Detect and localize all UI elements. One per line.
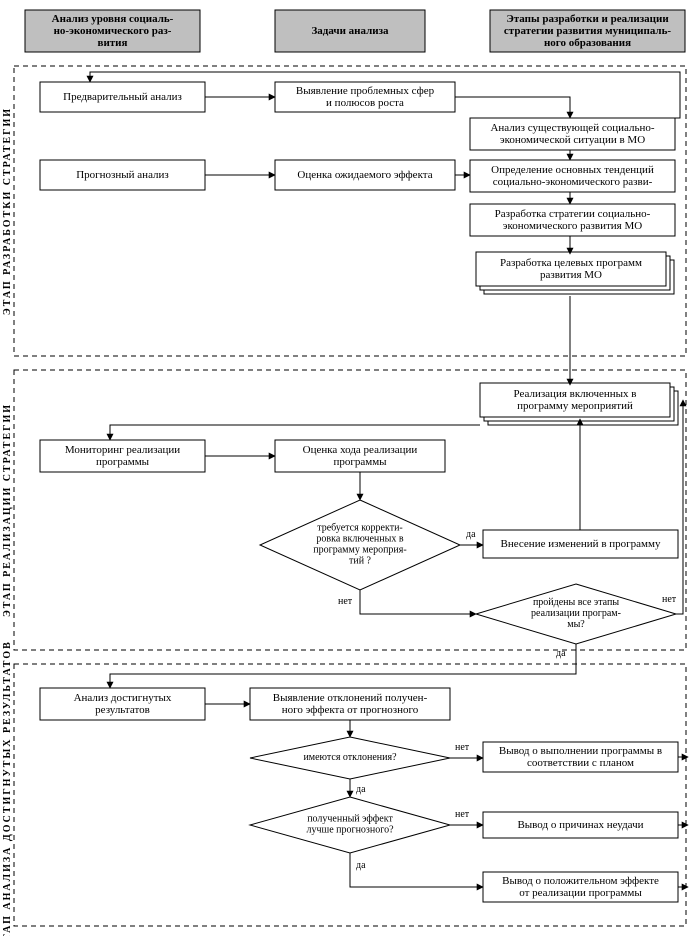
flow-node-n3: Анализ существующей социально-экономичес… xyxy=(470,118,675,150)
edge-label: да xyxy=(356,860,366,871)
node-text: Прогнозный анализ xyxy=(76,169,169,181)
flow-node-n2: Выявление проблемных сфери полюсов роста xyxy=(275,82,455,112)
flow-edge-e20: да xyxy=(350,779,366,797)
flow-edge-e9 xyxy=(110,425,480,440)
node-text: Вывод о положительном эффектеот реализац… xyxy=(502,875,659,899)
flow-edge-e14: нет xyxy=(338,590,476,614)
flow-edge-e12: да xyxy=(460,529,483,545)
edge-label: нет xyxy=(455,742,470,753)
flow-node-n15: Вывод о выполнении программы всоответств… xyxy=(483,742,678,772)
flow-node-n14: Выявление отклонений получен-ного эффект… xyxy=(250,688,450,720)
column-header: Задачи анализа xyxy=(275,10,425,52)
edge-label: нет xyxy=(662,594,677,605)
column-header: Этапы разработки и реализациистратегии р… xyxy=(490,10,685,52)
flow-node-n5: Оценка ожидаемого эффекта xyxy=(275,160,455,190)
flow-edge-e19: нет xyxy=(450,742,483,758)
flow-node-n1: Предварительный анализ xyxy=(40,82,205,112)
phase-label: ЭТАП АНАЛИЗА ДОСТИГНУТЫХ РЕЗУЛЬТАТОВ xyxy=(2,640,13,936)
flow-edge-e22: да xyxy=(350,853,483,887)
node-text: Выявление отклонений получен-ного эффект… xyxy=(273,692,428,716)
flow-node-d4: полученный эффектлучше прогнозного? xyxy=(250,797,450,853)
flow-edge-e2 xyxy=(455,97,570,118)
flow-node-n17: Вывод о положительном эффектеот реализац… xyxy=(483,872,678,902)
flow-node-n12: Внесение изменений в программу xyxy=(483,530,678,558)
edge-label: нет xyxy=(455,809,470,820)
flow-node-n8: Разработка целевых программразвития МО xyxy=(476,252,674,294)
node-text: Оценка ожидаемого эффекта xyxy=(297,169,432,181)
flow-node-n6: Определение основных тенденцийсоциально-… xyxy=(470,160,675,192)
node-text: Анализ существующей социально-экономичес… xyxy=(490,122,654,146)
decision-text: полученный эффектлучше прогнозного? xyxy=(306,814,394,836)
column-header: Анализ уровня социаль-но-экономического … xyxy=(25,10,200,52)
node-text: Внесение изменений в программу xyxy=(501,538,661,550)
flow-node-n13: Анализ достигнутыхрезультатов xyxy=(40,688,205,720)
decision-text: имеются отклонения? xyxy=(303,752,397,763)
node-text: Определение основных тенденцийсоциально-… xyxy=(491,164,654,188)
flow-node-d1: требуется корректи-ровка включенных впро… xyxy=(260,500,460,590)
node-text: Разработка стратегии социально-экономиче… xyxy=(495,208,651,232)
phase-label: ЭТАП РЕАЛИЗАЦИИ СТРАТЕГИИ xyxy=(2,403,13,617)
edge-label: нет xyxy=(338,596,353,607)
flow-node-n16: Вывод о причинах неудачи xyxy=(483,812,678,838)
flow-node-n9: Реализация включенных впрограмму меропри… xyxy=(480,383,678,425)
flow-node-n4: Прогнозный анализ xyxy=(40,160,205,190)
flow-edge-e21: нет xyxy=(450,809,483,825)
edge-label: да xyxy=(556,648,566,659)
flow-node-d3: имеются отклонения? xyxy=(250,737,450,779)
flow-node-n11: Оценка хода реализациипрограммы xyxy=(275,440,445,472)
edge-label: да xyxy=(466,529,476,540)
node-text: Вывод о причинах неудачи xyxy=(517,819,643,831)
flow-node-n7: Разработка стратегии социально-экономиче… xyxy=(470,204,675,236)
flow-node-d2: пройдены все этапыреализации програм-мы? xyxy=(476,584,676,644)
node-text: Реализация включенных впрограмму меропри… xyxy=(513,388,636,412)
phase-label: ЭТАП РАЗРАБОТКИ СТРАТЕГИИ xyxy=(2,107,13,315)
flow-edge-e15: нет xyxy=(662,400,683,614)
flow-node-n10: Мониторинг реализациипрограммы xyxy=(40,440,205,472)
header-text: Задачи анализа xyxy=(311,25,389,37)
node-text: Предварительный анализ xyxy=(63,91,182,103)
edge-label: да xyxy=(356,784,366,795)
flow-edge-e16: да xyxy=(110,644,576,688)
